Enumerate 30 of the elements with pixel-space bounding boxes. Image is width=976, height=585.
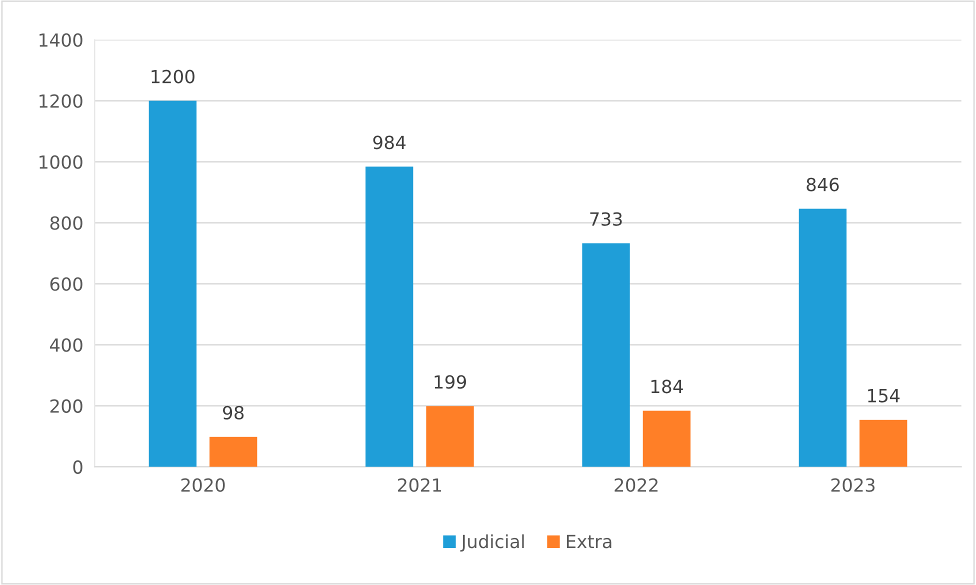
data-label: 846 <box>806 178 839 192</box>
y-tick-label: 400 <box>50 338 82 352</box>
data-label: 154 <box>868 389 900 402</box>
data-label: 733 <box>590 212 622 226</box>
y-tick-label: 1400 <box>40 33 82 47</box>
data-label: 1200 <box>152 70 194 84</box>
data-label: 199 <box>434 375 466 389</box>
bar <box>860 420 908 467</box>
y-tick-label: 1200 <box>40 94 82 108</box>
data-label: 984 <box>373 136 406 150</box>
bar <box>582 243 630 467</box>
legend-label: Judicial <box>460 534 524 552</box>
bar <box>798 208 847 467</box>
bar <box>642 410 691 467</box>
y-tick-label: 200 <box>50 399 82 413</box>
data-label: 184 <box>651 380 683 394</box>
y-tick-label: 1000 <box>40 155 82 169</box>
bar <box>426 406 474 467</box>
x-tick-label: 2021 <box>398 478 441 492</box>
y-tick-label: 800 <box>50 216 82 230</box>
bar <box>148 100 197 467</box>
data-label: 98 <box>222 406 244 420</box>
y-tick-label: 0 <box>73 460 82 474</box>
bar <box>366 166 414 467</box>
x-tick-label: 2020 <box>181 478 225 492</box>
x-tick-label: 2022 <box>614 478 658 492</box>
bar <box>210 436 258 467</box>
x-tick-label: 2023 <box>831 478 875 492</box>
y-tick-label: 600 <box>50 277 82 291</box>
legend-label: Extra <box>566 534 612 548</box>
